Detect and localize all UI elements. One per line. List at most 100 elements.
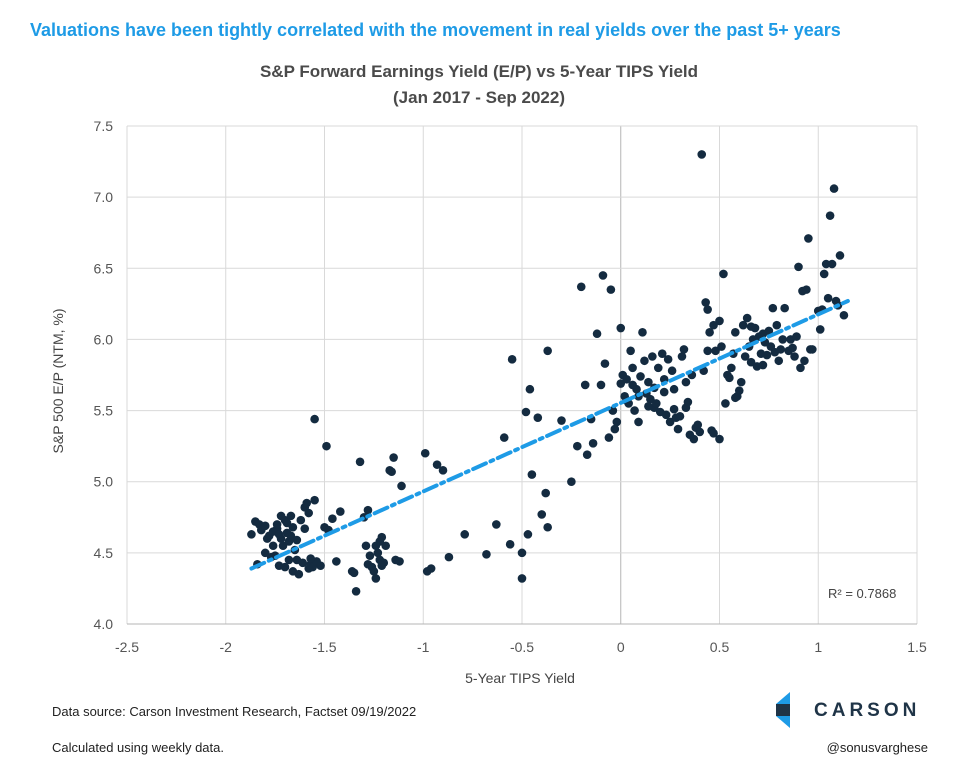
x-tick-label: -1.5 — [312, 639, 336, 655]
data-point — [260, 548, 270, 558]
data-point — [736, 377, 746, 387]
data-point — [278, 541, 288, 551]
data-point — [709, 429, 718, 438]
data-point — [505, 540, 515, 549]
data-point — [395, 557, 404, 566]
data-point — [640, 356, 649, 366]
data-point — [274, 530, 284, 539]
data-point — [310, 495, 319, 505]
y-tick-label: 6.0 — [94, 331, 114, 347]
y-tick-label: 6.5 — [94, 260, 114, 276]
data-point — [361, 541, 371, 551]
data-point — [701, 298, 710, 307]
data-point — [695, 427, 705, 437]
data-point — [800, 356, 809, 366]
data-point — [381, 541, 391, 551]
data-point — [444, 552, 454, 562]
data-source-note: Data source: Carson Investment Research,… — [52, 704, 417, 719]
data-point — [304, 564, 314, 573]
data-point — [693, 420, 703, 430]
data-point — [525, 384, 535, 394]
data-point — [681, 377, 691, 387]
data-point — [762, 350, 772, 360]
data-point — [610, 424, 620, 434]
data-point — [369, 567, 379, 576]
data-point — [616, 379, 626, 388]
data-point — [790, 352, 799, 361]
data-point — [523, 530, 533, 539]
data-point — [764, 326, 774, 336]
data-point — [839, 310, 849, 320]
data-point — [363, 559, 373, 569]
data-point — [667, 366, 677, 376]
data-point — [661, 410, 671, 420]
data-point — [543, 522, 552, 532]
data-point — [576, 282, 586, 292]
data-point — [397, 481, 406, 491]
data-point — [663, 355, 673, 364]
data-point — [648, 352, 657, 361]
data-point — [792, 332, 801, 341]
data-point — [835, 251, 845, 260]
data-point — [794, 262, 803, 272]
data-point — [796, 363, 805, 373]
data-point — [636, 372, 645, 381]
data-point — [758, 360, 768, 370]
data-point — [628, 363, 637, 373]
data-point — [630, 406, 639, 415]
data-point — [284, 555, 294, 565]
data-point — [377, 561, 387, 570]
data-point — [336, 507, 345, 516]
data-point — [780, 303, 789, 313]
data-point — [438, 466, 448, 475]
carson-logo-icon — [776, 692, 790, 728]
data-point — [742, 313, 752, 323]
data-point — [371, 574, 381, 583]
data-point — [588, 438, 598, 448]
data-point — [772, 320, 782, 330]
data-point — [776, 345, 786, 354]
data-point — [740, 352, 750, 361]
data-point — [298, 558, 308, 568]
data-points — [247, 150, 849, 596]
data-point — [697, 150, 707, 159]
author-handle: @sonusvarghese — [826, 740, 928, 755]
x-tick-label: 1 — [814, 639, 822, 655]
data-point — [332, 557, 341, 566]
carson-logo-text: CARSON — [814, 700, 921, 721]
data-point — [328, 514, 337, 524]
data-point — [683, 397, 693, 407]
data-point — [644, 402, 653, 411]
data-point — [725, 373, 734, 383]
data-point — [802, 285, 811, 294]
data-point — [507, 355, 517, 364]
data-point — [734, 386, 744, 395]
data-point — [612, 417, 622, 427]
data-point — [527, 470, 537, 479]
data-point — [715, 434, 724, 444]
data-point — [738, 320, 748, 330]
data-point — [827, 259, 837, 269]
data-point — [310, 414, 319, 424]
data-point — [717, 342, 726, 351]
data-point — [262, 534, 272, 543]
data-point — [719, 269, 728, 279]
data-point — [808, 345, 817, 354]
data-point — [825, 211, 835, 220]
data-point — [389, 453, 398, 462]
data-point — [652, 399, 661, 408]
data-point — [567, 477, 576, 487]
data-point — [768, 303, 778, 313]
data-point — [669, 384, 679, 394]
tick-labels: -2.5 -2 -1.5 -1 -0.5 0 0.5 1 1.5 4.0 4.5 5.0 5.5 6.0 6… — [94, 118, 927, 655]
data-point — [492, 520, 501, 529]
data-point — [746, 357, 756, 367]
y-tick-label: 5.0 — [94, 474, 114, 490]
data-point — [679, 345, 689, 354]
data-point — [646, 394, 655, 404]
data-point — [600, 359, 610, 368]
data-point — [703, 305, 712, 314]
data-point — [705, 328, 714, 337]
y-axis-title: S&P 500 E/P (NTM, %) — [50, 309, 66, 454]
data-point — [582, 450, 592, 459]
